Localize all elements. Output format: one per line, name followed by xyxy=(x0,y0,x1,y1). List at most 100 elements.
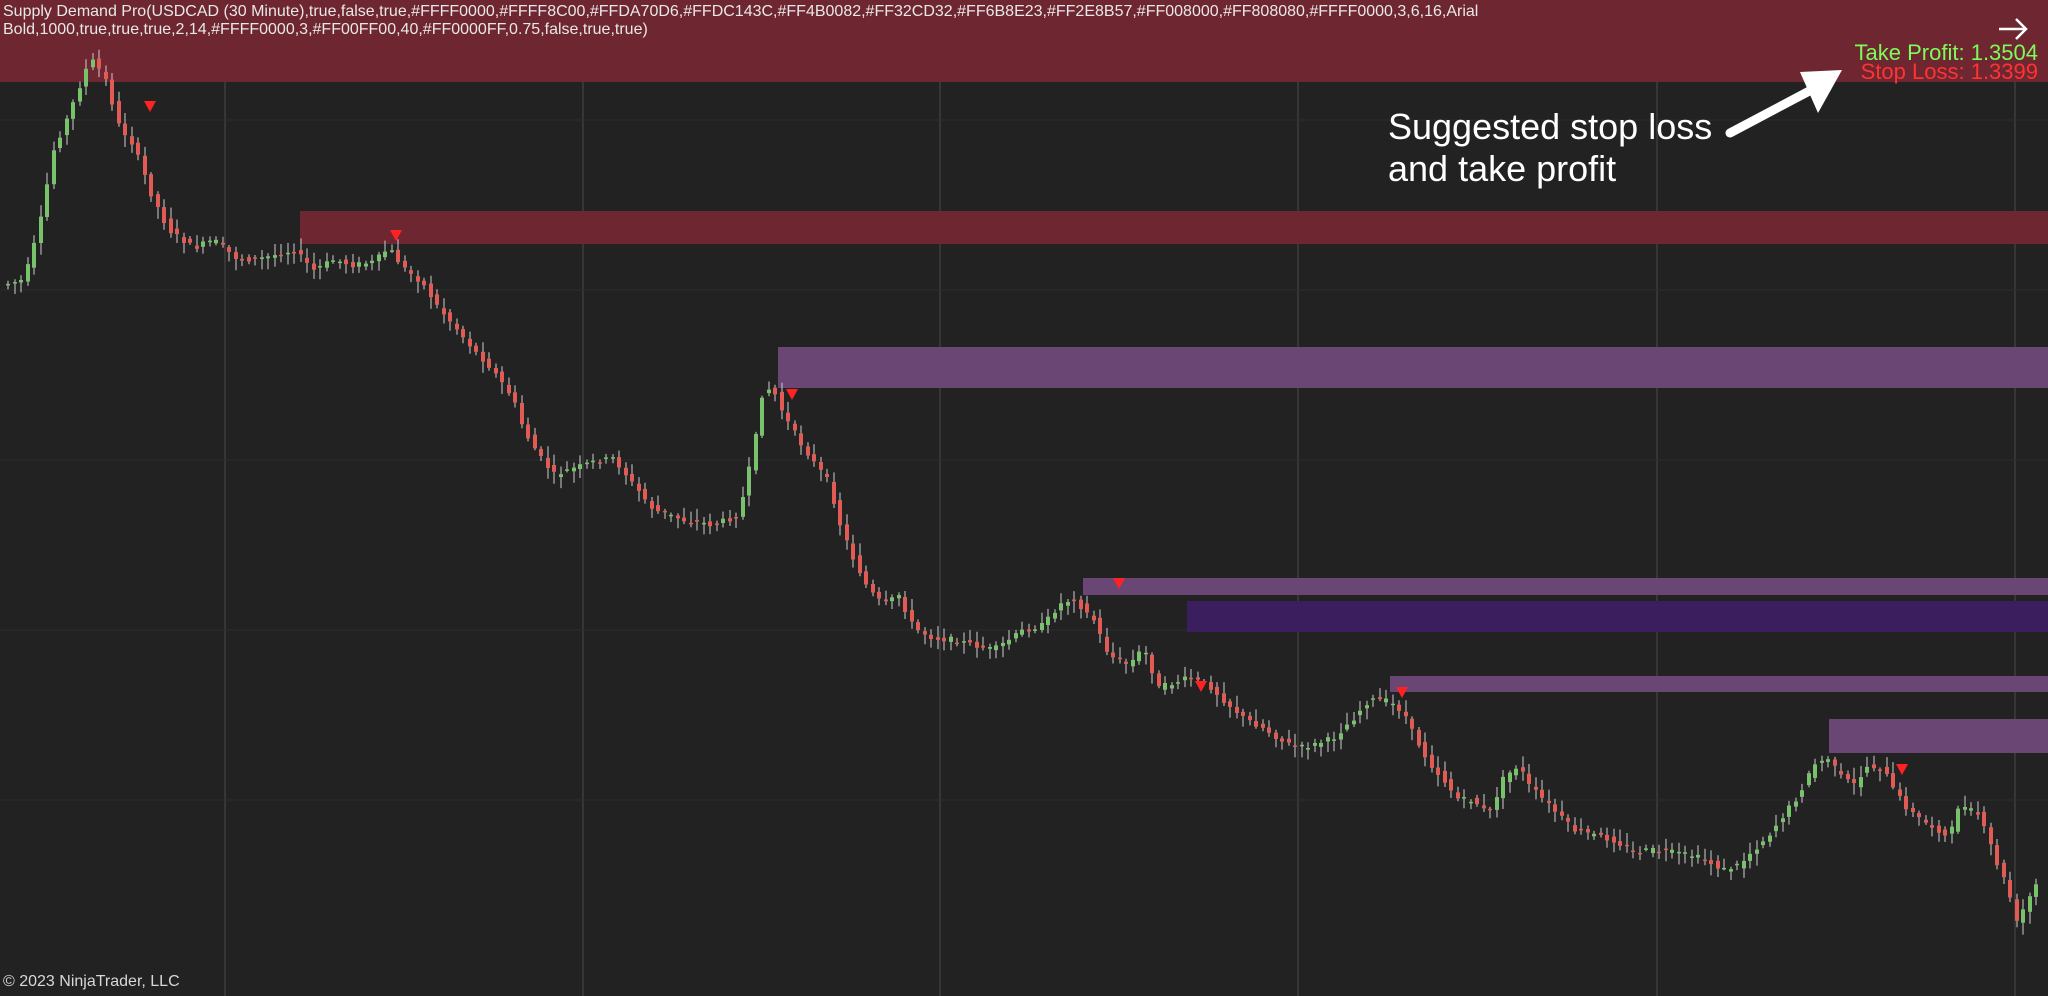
candle-body xyxy=(1924,819,1928,823)
candle-body xyxy=(1963,807,1967,810)
candle-body xyxy=(1547,800,1551,804)
candle-body xyxy=(825,474,829,477)
candle-body xyxy=(1267,727,1271,733)
candle-body xyxy=(1969,808,1973,811)
candle-body xyxy=(1709,860,1713,865)
candle-body xyxy=(994,645,998,651)
candle-body xyxy=(1397,704,1401,711)
candle-body xyxy=(1072,599,1076,602)
candle-body xyxy=(1527,773,1531,784)
candle-body xyxy=(1917,813,1921,818)
candle-body xyxy=(1891,773,1895,788)
candle-body xyxy=(955,642,959,645)
candle-body xyxy=(1982,811,1986,827)
stop-loss-label: Stop Loss: 1.3399 xyxy=(1860,59,2038,84)
right-arrow-icon[interactable] xyxy=(1996,12,2030,46)
candle-body xyxy=(201,241,205,247)
candle-body xyxy=(383,251,387,258)
candle-body xyxy=(1833,759,1837,766)
candle-body xyxy=(1196,677,1200,680)
candle-body xyxy=(1157,673,1161,687)
candle-body xyxy=(1729,869,1733,872)
candle-body xyxy=(1462,797,1466,799)
candle-body xyxy=(305,257,309,263)
candle-body xyxy=(767,389,771,394)
candle-body xyxy=(708,521,712,527)
candle-body xyxy=(1540,789,1544,798)
candle-body xyxy=(780,391,784,411)
candle-body xyxy=(1235,706,1239,713)
candle-body xyxy=(1482,805,1486,809)
candle-body xyxy=(552,465,556,472)
candle-body xyxy=(832,482,836,504)
candle-body xyxy=(487,358,491,368)
supply-zone xyxy=(1187,601,2048,632)
supply-zone xyxy=(1083,578,2048,595)
candle-body xyxy=(559,474,563,477)
candle-body xyxy=(78,88,82,102)
candle-body xyxy=(58,137,62,148)
candle-body xyxy=(1293,745,1297,747)
candle-body xyxy=(981,645,985,648)
candle-body xyxy=(1248,715,1252,721)
candle-body xyxy=(117,101,121,124)
candle-body xyxy=(617,457,621,468)
candle-body xyxy=(1514,768,1518,776)
candle-body xyxy=(32,242,36,268)
candle-body xyxy=(812,454,816,462)
annotation-arrow-shaft xyxy=(1725,83,1820,138)
candle-body xyxy=(123,123,127,136)
candle-body xyxy=(1612,836,1616,843)
supply-zones xyxy=(0,0,2048,753)
candle-body xyxy=(1417,730,1421,746)
candle-body xyxy=(1183,676,1187,681)
candle-body xyxy=(253,257,257,259)
candle-body xyxy=(234,252,238,259)
candle-body xyxy=(468,338,472,347)
candle-body xyxy=(1222,693,1226,703)
candle-body xyxy=(422,280,426,286)
candle-body xyxy=(1859,777,1863,788)
candle-body xyxy=(1651,847,1655,854)
candle-body xyxy=(546,457,550,468)
candle-body xyxy=(65,118,69,136)
candle-body xyxy=(858,555,862,574)
candle-body xyxy=(1430,754,1434,768)
candle-body xyxy=(136,142,140,155)
candle-body xyxy=(442,308,446,315)
sell-signal-marker xyxy=(144,101,156,112)
candle-body xyxy=(474,345,478,352)
candle-body xyxy=(988,647,992,649)
candle-body xyxy=(110,79,114,105)
candle-body xyxy=(39,216,43,243)
sell-signal-markers xyxy=(144,101,1908,775)
candle-body xyxy=(1163,683,1167,690)
candle-body xyxy=(851,543,855,560)
candle-body xyxy=(1033,629,1037,631)
candlesticks xyxy=(6,49,2038,935)
candle-body xyxy=(1586,829,1590,833)
candle-body xyxy=(864,571,868,585)
candle-body xyxy=(162,207,166,223)
candle-body xyxy=(1449,779,1453,791)
candle-body xyxy=(838,500,842,526)
candle-body xyxy=(71,102,75,119)
candle-body xyxy=(773,387,777,395)
candle-body xyxy=(1144,652,1148,655)
candle-body xyxy=(156,194,160,207)
annotation-arrow xyxy=(1725,70,1842,138)
candle-body xyxy=(533,434,537,449)
candle-body xyxy=(338,261,342,264)
candle-body xyxy=(1579,828,1583,831)
candle-body xyxy=(1352,720,1356,725)
candle-body xyxy=(936,637,940,640)
candle-body xyxy=(715,523,719,525)
annotation-arrow-head xyxy=(1800,70,1842,113)
candle-body xyxy=(104,71,108,79)
candle-body xyxy=(149,174,153,197)
candle-body xyxy=(1488,808,1492,811)
candle-body xyxy=(1807,773,1811,786)
candle-body xyxy=(702,522,706,525)
candle-body xyxy=(169,218,173,234)
